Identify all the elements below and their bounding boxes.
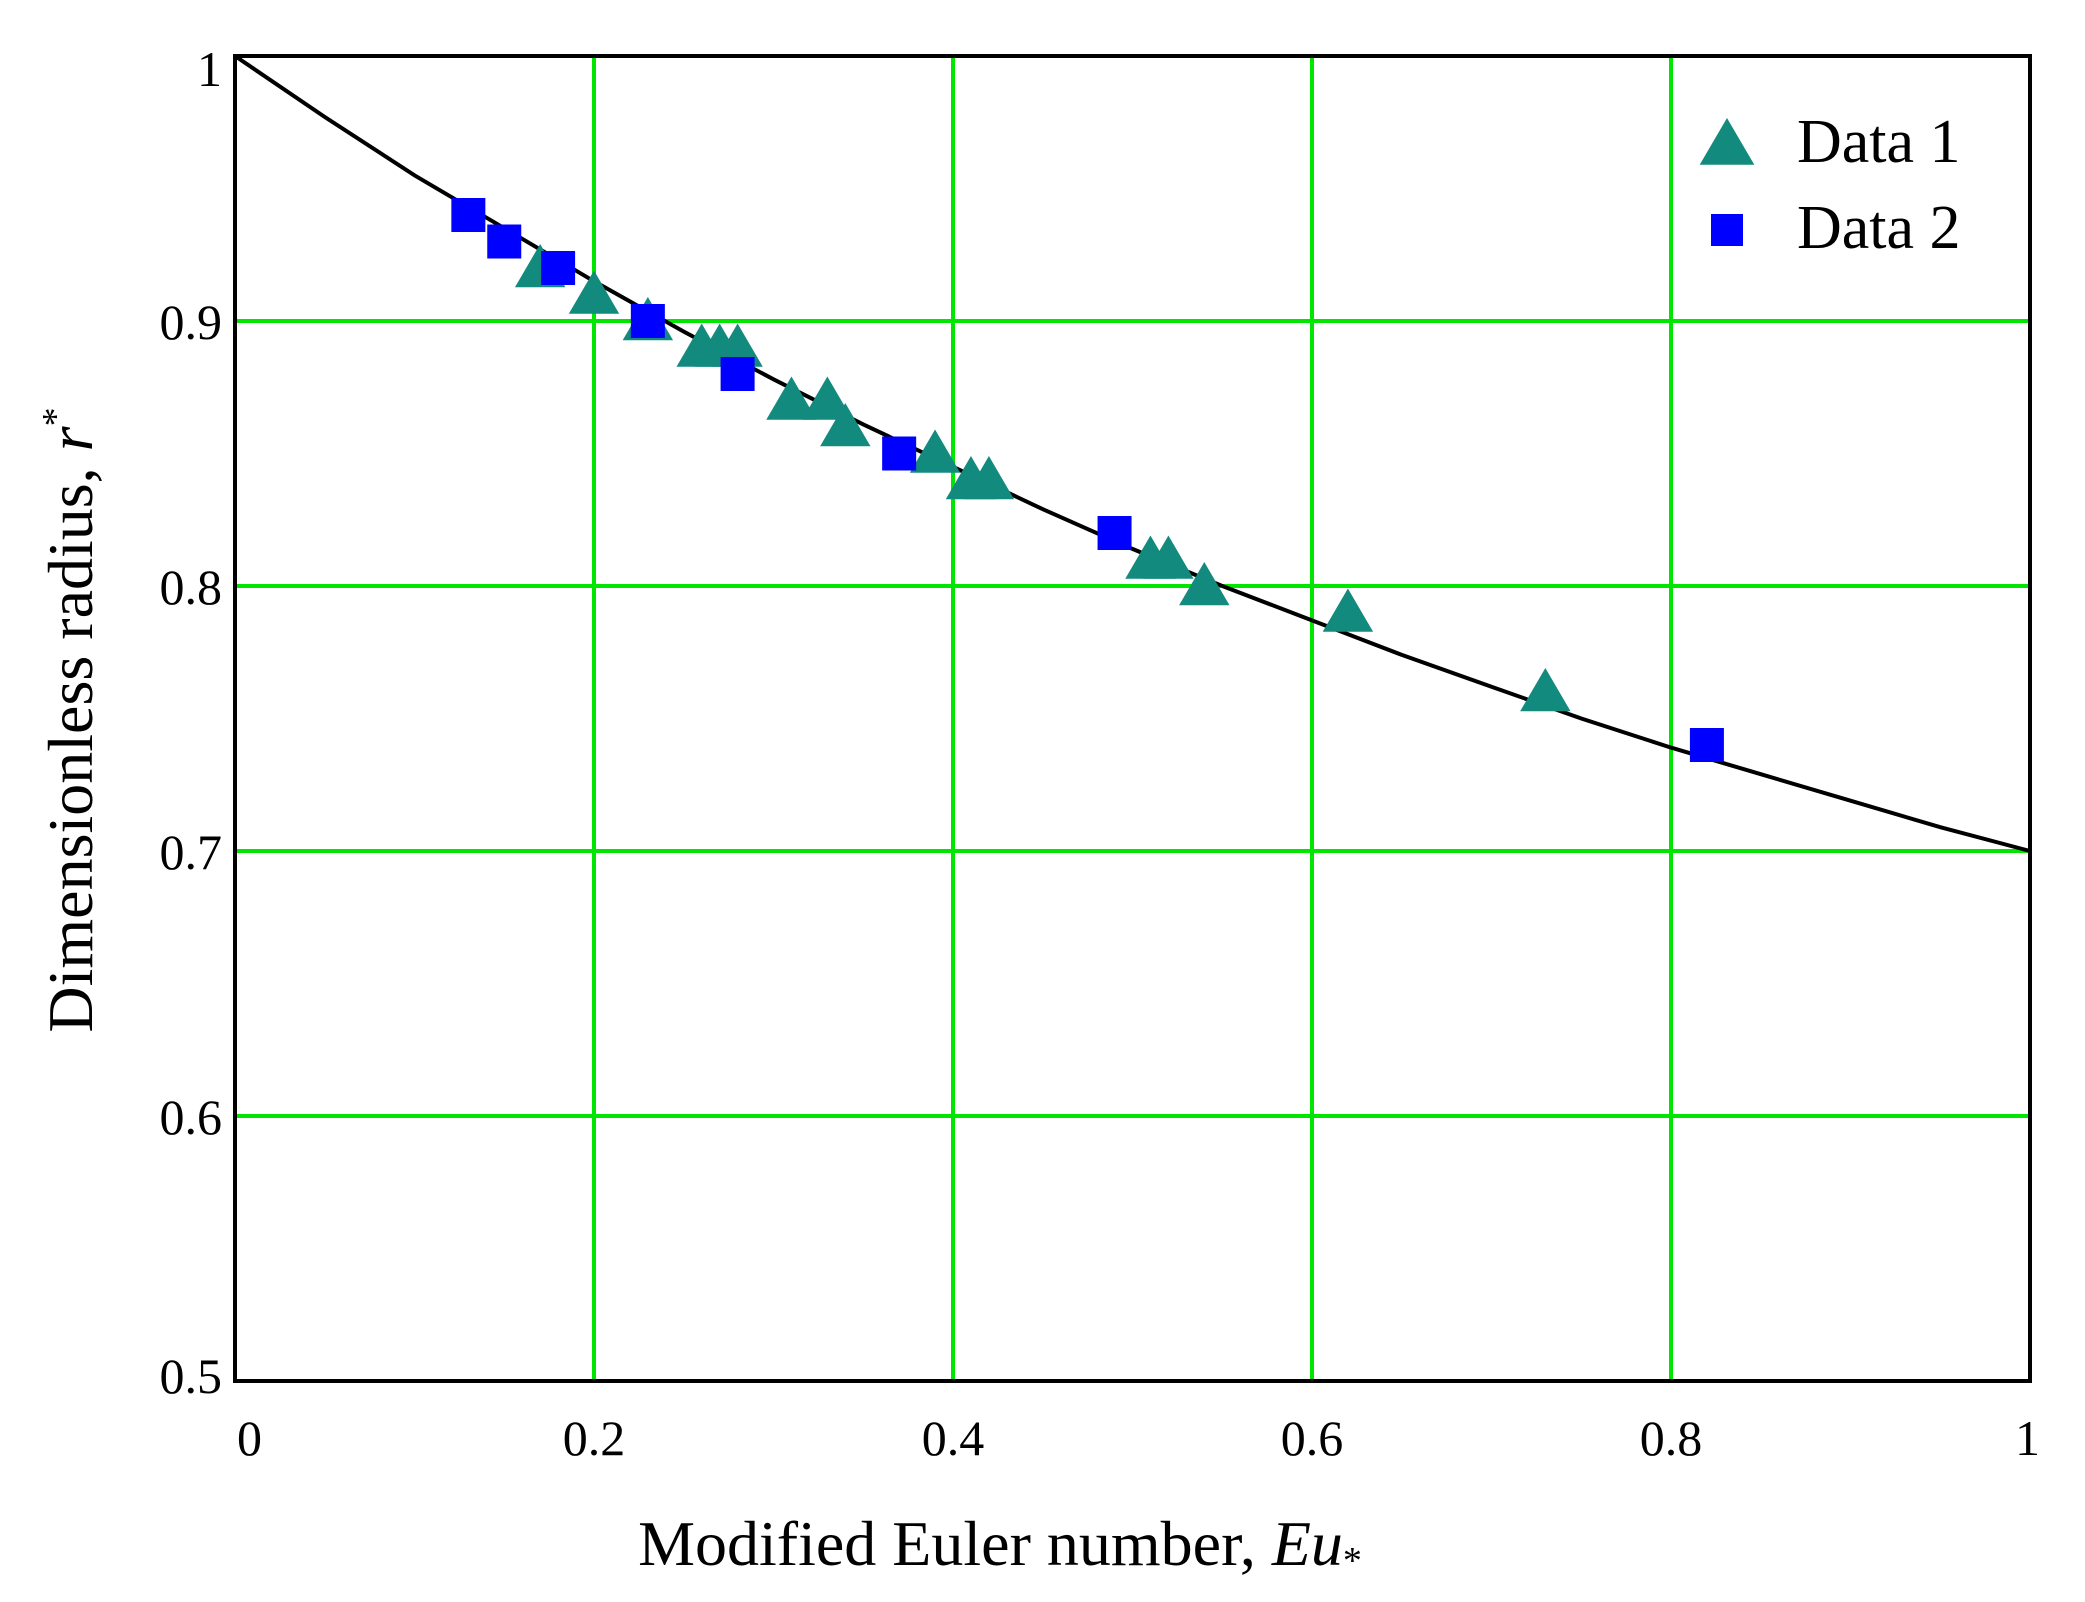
fit-curve <box>233 54 2031 853</box>
data-2-point <box>1689 728 1724 762</box>
x-axis-title: Modified Euler number, Eu* <box>638 1508 1362 1582</box>
fit-curve-layer <box>233 54 2031 853</box>
data-2-point <box>1097 516 1132 550</box>
legend-marker-data-1 <box>1699 118 1755 165</box>
x-axis-symbol: Eu <box>1271 1508 1343 1579</box>
data-1-point <box>1143 535 1194 579</box>
plot-frame <box>233 54 2032 1383</box>
x-tick-label: 1 <box>2015 1410 2040 1466</box>
x-tick-label: 0.4 <box>922 1410 985 1466</box>
data-2-point <box>541 251 576 285</box>
data-1-point <box>1520 668 1571 712</box>
data-1-point <box>909 429 961 473</box>
data-2-point <box>487 224 522 259</box>
x-tick-label: 0.8 <box>1640 1410 1703 1466</box>
y-axis-symbol-superscript: * <box>35 407 77 426</box>
data-1-point <box>963 456 1015 500</box>
y-tick-label: 0.6 <box>160 1089 223 1145</box>
data-1-point <box>820 403 871 447</box>
data-2-point <box>630 304 665 338</box>
data-1-point <box>1179 562 1230 606</box>
x-tick-label: 0.6 <box>1281 1410 1344 1466</box>
x-axis-title-text: Modified Euler number, <box>638 1508 1272 1579</box>
y-axis-symbol: r <box>35 425 106 451</box>
data-1-point <box>1322 588 1374 632</box>
data-2-point <box>720 357 755 391</box>
y-tick-labels: 0.5 0.6 0.7 0.8 0.9 1 <box>160 41 223 1404</box>
legend: Data 1 Data 2 <box>1699 108 1961 262</box>
x-tick-labels: 0 0.2 0.4 0.6 0.8 1 <box>237 1410 2040 1466</box>
data-2-point <box>882 436 917 471</box>
data-1-point <box>568 270 620 314</box>
legend-label-data-1: Data 1 <box>1797 108 1961 176</box>
y-axis-title-text: Dimensionless radius, <box>35 451 106 1032</box>
y-tick-label: 1 <box>197 41 222 97</box>
y-tick-label: 0.5 <box>160 1348 223 1404</box>
legend-marker-data-2 <box>1711 214 1743 246</box>
data-2-point <box>451 198 486 232</box>
data-1-point <box>766 376 817 420</box>
marker-layer <box>451 198 1724 762</box>
y-tick-label: 0.7 <box>160 824 223 880</box>
grid <box>235 56 2030 1381</box>
data-1-point <box>802 376 853 420</box>
x-axis-symbol-subscript: * <box>1343 1540 1362 1582</box>
y-axis-title: Dimensionless radius, r* <box>35 407 106 1032</box>
data-1-point <box>712 323 763 367</box>
x-tick-label: 0 <box>237 1410 262 1466</box>
x-tick-label: 0.2 <box>563 1410 626 1466</box>
legend-label-data-2: Data 2 <box>1797 194 1961 262</box>
y-tick-label: 0.9 <box>160 294 223 350</box>
y-tick-label: 0.8 <box>160 559 223 615</box>
